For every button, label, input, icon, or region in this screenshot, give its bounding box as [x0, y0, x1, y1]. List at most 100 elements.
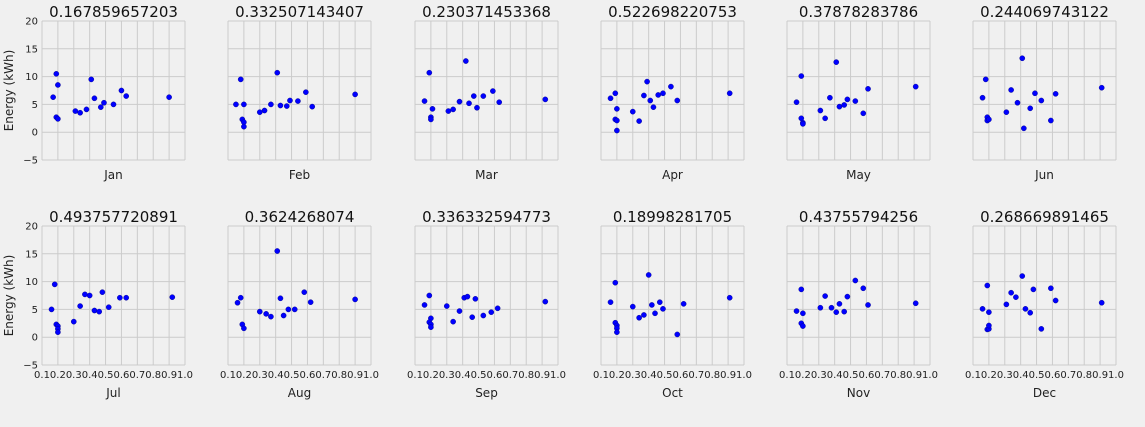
x-tick-label: 0.1: [220, 370, 236, 381]
scatter-point: [277, 102, 284, 109]
scatter-point: [99, 289, 106, 295]
scatter-point: [55, 329, 61, 335]
scatter-point: [480, 312, 487, 319]
y-tick-label: 5: [32, 100, 38, 111]
scatter-point: [421, 302, 428, 308]
scatter-point: [91, 95, 98, 102]
scatter-point: [490, 88, 496, 94]
scatter-point: [800, 310, 806, 317]
panel-oct: 0.1 0.2 0.3 0.4 0.5 0.6 0.7 0.8 0.9 1.0 0.18998281…: [593, 208, 752, 400]
panel-title: 0.244069743122: [980, 3, 1109, 21]
x-tick-label: 0.5: [471, 370, 487, 381]
scatter-point: [793, 308, 800, 314]
panel-title: 0.493757720891: [49, 208, 178, 226]
scatter-point: [612, 90, 619, 97]
x-tick-label: 0.4: [827, 370, 843, 381]
panel-feb: 0.332507143407 Feb: [227, 3, 372, 182]
scatter-point: [1019, 55, 1026, 62]
scatter-point: [860, 285, 867, 292]
scatter-point: [450, 318, 456, 325]
panel-aug: 0.1 0.2 0.3 0.4 0.5 0.6 0.7 0.8 0.9 1.0 0.36242680…: [220, 208, 379, 400]
plot-area: [42, 226, 185, 365]
x-tick-label: 0.8: [518, 370, 534, 381]
panel-title: 0.332507143407: [235, 3, 364, 21]
x-tick-label: 0.3: [811, 370, 827, 381]
scatter-point: [982, 76, 989, 83]
scatter-point: [464, 293, 471, 300]
scatter-point: [836, 103, 843, 110]
x-tick-label: 0.5: [98, 370, 114, 381]
scatter-point: [256, 109, 263, 115]
plot-area: [415, 21, 558, 160]
scatter-point: [614, 117, 620, 124]
scatter-point: [307, 299, 314, 305]
scatter-point: [496, 99, 503, 105]
panel-title: 0.37878283786: [799, 3, 918, 21]
scatter-point: [674, 97, 681, 104]
plot-area: [228, 226, 371, 365]
scatter-point: [636, 118, 642, 124]
scatter-point: [822, 293, 828, 299]
scatter-point: [428, 324, 434, 330]
plot-area: [601, 21, 744, 160]
scatter-point: [445, 108, 452, 114]
x-tick-label: 0.2: [50, 370, 66, 381]
scatter-point: [822, 115, 828, 122]
x-tick-label: 0.8: [890, 370, 906, 381]
panel-title: 0.167859657203: [49, 3, 178, 21]
scatter-point: [97, 104, 104, 110]
plot-area: [787, 21, 930, 160]
scatter-point: [841, 308, 848, 315]
panel-dec: 0.1 0.2 0.3 0.4 0.5 0.6 0.7 0.8 0.9 1.0 0.26866989…: [965, 208, 1124, 400]
scatter-point: [607, 299, 614, 305]
x-axis-label: Mar: [475, 168, 498, 182]
x-tick-label: 1.0: [550, 370, 566, 381]
scatter-point: [474, 104, 480, 111]
scatter-point: [421, 98, 428, 104]
scatter-point: [798, 286, 805, 293]
x-tick-label: 0.1: [407, 370, 423, 381]
x-tick-label: 1.0: [922, 370, 938, 381]
scatter-point: [450, 106, 456, 113]
panel-sep: 0.1 0.2 0.3 0.4 0.5 0.6 0.7 0.8 0.9 1.0 0.33633259…: [407, 208, 566, 400]
scatter-point: [817, 304, 824, 311]
scatter-point: [1038, 97, 1045, 104]
scatter-point: [844, 293, 851, 300]
scatter-point: [77, 109, 83, 116]
plot-area: [601, 226, 744, 365]
scatter-point: [912, 300, 919, 307]
plot-area: [228, 21, 371, 160]
scatter-point: [301, 289, 308, 295]
scatter-point: [1030, 286, 1037, 293]
scatter-point: [426, 292, 433, 299]
scatter-point: [456, 98, 463, 105]
x-tick-label: 0.9: [1092, 370, 1108, 381]
scatter-point: [241, 325, 247, 332]
x-tick-label: 1.0: [363, 370, 379, 381]
x-tick-label: 0.4: [641, 370, 657, 381]
y-tick-label: 10: [25, 277, 38, 288]
scatter-point: [1003, 109, 1010, 115]
plot-area: [787, 226, 930, 365]
scatter-point: [469, 314, 476, 320]
scatter-point: [636, 314, 642, 321]
y-tick-label: 0: [32, 333, 38, 344]
scatter-point: [1008, 289, 1014, 296]
x-tick-label: 0.9: [161, 370, 177, 381]
scatter-point: [237, 294, 244, 301]
scatter-point: [852, 98, 859, 104]
panel-jun: 0.244069743122 Jun: [972, 3, 1117, 182]
panel-jan: −5 0 5 10 15 20 Energy (kWh) 0.167859657203 Jan: [2, 3, 186, 182]
x-tick-label: 0.6: [858, 370, 874, 381]
scatter-point: [1021, 125, 1027, 132]
scatter-point: [1022, 306, 1029, 312]
scatter-point: [287, 97, 293, 104]
scatter-point: [865, 86, 871, 92]
x-axis-label: Jan: [103, 168, 123, 182]
scatter-point: [674, 331, 681, 338]
panel-apr: 0.522698220753 Apr: [600, 3, 745, 182]
scatter-point: [860, 110, 867, 117]
y-tick-label: −5: [23, 156, 38, 167]
scatter-point: [852, 277, 859, 284]
